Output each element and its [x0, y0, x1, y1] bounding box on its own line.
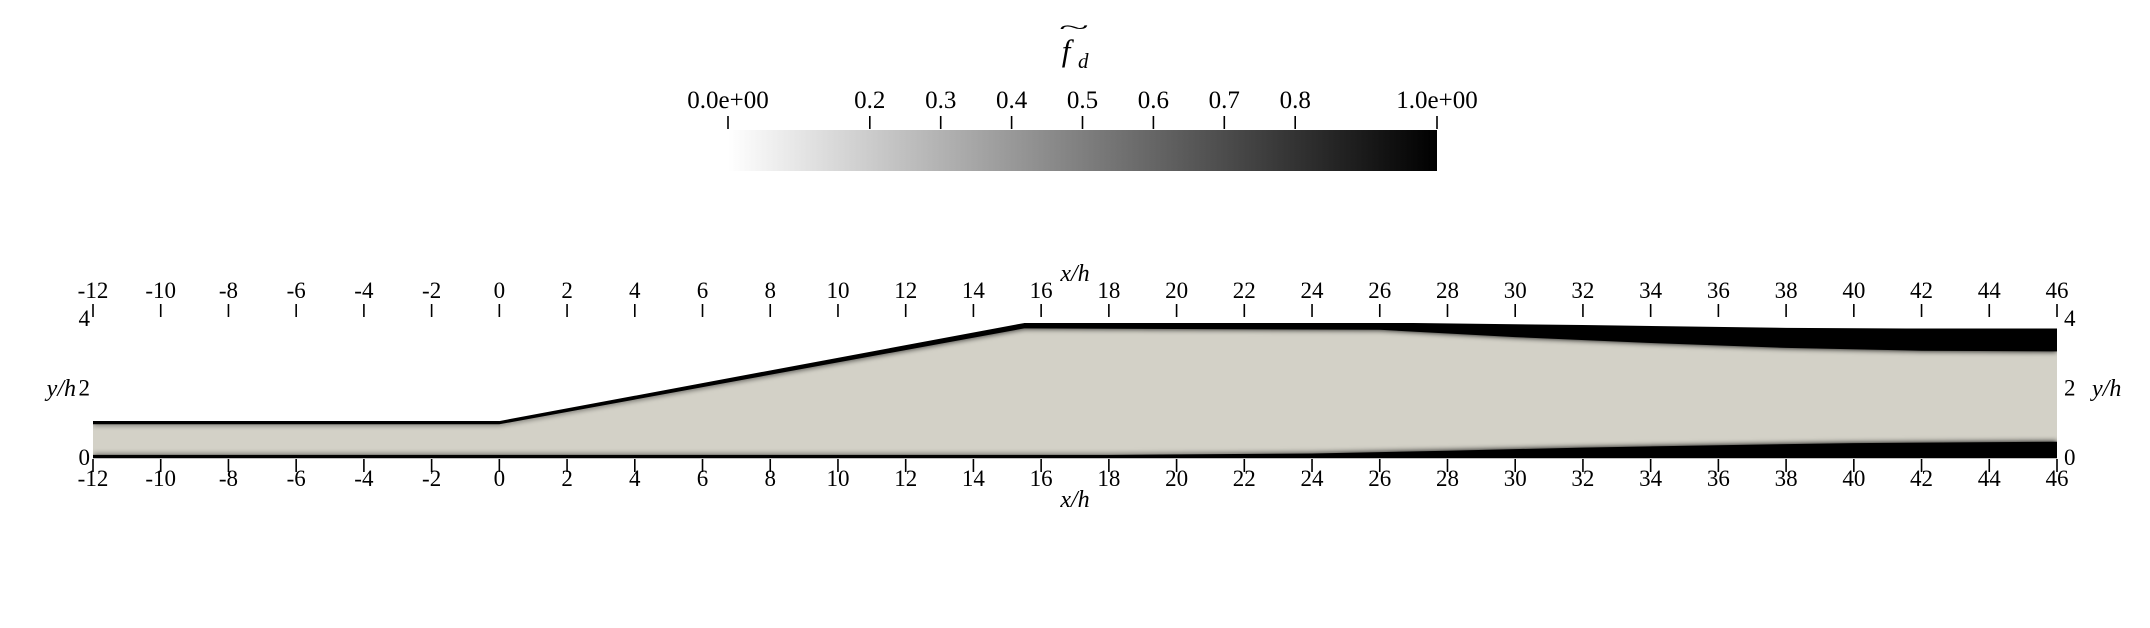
x-axis-bottom-tick-label: 0	[494, 466, 506, 491]
colorbar-tick-label: 0.7	[1209, 87, 1240, 114]
x-axis-top-tick-label: 28	[1436, 278, 1459, 303]
x-axis-top-tick-label: 12	[894, 278, 917, 303]
x-axis-top-tick-label: 4	[629, 278, 641, 303]
colorbar-tick-label: 0.8	[1280, 87, 1311, 114]
colorbar-ticks	[727, 116, 1438, 129]
x-axis-top-tick-label: 46	[2046, 278, 2069, 303]
x-axis-top-tick-label: 24	[1301, 278, 1325, 303]
x-axis-bottom-tick-label: -8	[219, 466, 238, 491]
x-axis-bottom-tick-label: -2	[422, 466, 441, 491]
x-axis-top-tick-label: 26	[1368, 278, 1391, 303]
x-axis-top-tick-label: 18	[1097, 278, 1120, 303]
x-axis-top-tick-label: 30	[1504, 278, 1527, 303]
x-axis-bottom-tick-label: 4	[629, 466, 641, 491]
y-axis-right-tick-label: 2	[2064, 376, 2076, 401]
x-axis-top-tick-label: 10	[826, 278, 849, 303]
x-axis-bottom-tick-label: 20	[1165, 466, 1188, 491]
x-axis-bottom-tick-label: 38	[1775, 466, 1798, 491]
wall-bands	[93, 324, 2057, 457]
x-axis-top-tick-label: -8	[219, 278, 238, 303]
x-axis-bottom-tick-label: 2	[561, 466, 573, 491]
x-axis-top-tick-label: 16	[1030, 278, 1053, 303]
colorbar: ~ f d 0.0e+00 0.2 0.3 0.4 0.5 0.6 0.7 0.8 1.0e+0…	[687, 15, 1478, 171]
x-axis-bottom-tick-label: 34	[1639, 466, 1663, 491]
y-axis-left-tick-label: 4	[79, 306, 91, 331]
y-axis-left-tick-label: 2	[79, 376, 91, 401]
x-axis-top-tick-label: 40	[1842, 278, 1865, 303]
x-axis-top-tick-label: 6	[697, 278, 709, 303]
colorbar-tick-label: 0.0e+00	[687, 87, 768, 114]
x-axis-bottom-tick-label: 46	[2046, 466, 2069, 491]
x-axis-top-tick-label: -2	[422, 278, 441, 303]
x-axis-bottom-tick-label: 40	[1842, 466, 1865, 491]
x-axis-top-tick-label: 14	[962, 278, 986, 303]
x-axis-top-tick-label: 8	[764, 278, 776, 303]
x-axis-bottom-tick-label: 6	[697, 466, 709, 491]
top-wall-line	[93, 323, 2057, 424]
domain-interior-field	[93, 324, 2057, 457]
x-axis-bottom-tick-label: -4	[354, 466, 374, 491]
y-axis-right-title: y/h	[2090, 376, 2121, 402]
x-axis-top-tick-label: -10	[145, 278, 176, 303]
x-axis-bottom-tick-label: 14	[962, 466, 986, 491]
x-axis-bottom-tick-label: 8	[764, 466, 776, 491]
colorbar-tick-labels: 0.0e+00 0.2 0.3 0.4 0.5 0.6 0.7 0.8 1.0e+00	[687, 87, 1477, 114]
x-axis-top-title: x/h	[1059, 261, 1089, 287]
x-axis-bottom: -12 -10 -8 -6 -4 -2 0 2 4 6 8 10 12 14 16 18 20 22 24 26 28 3…	[78, 459, 2069, 491]
colorbar-title: ~ f d	[1059, 15, 1089, 73]
x-axis-bottom-tick-label: 24	[1301, 466, 1325, 491]
x-axis-bottom-tick-label: 30	[1504, 466, 1527, 491]
x-axis-top-tick-label: 36	[1707, 278, 1730, 303]
x-axis-top-tick-label: 22	[1233, 278, 1256, 303]
x-axis-top-tick-label: -12	[78, 278, 109, 303]
y-axis-right: 4 2 0	[2064, 306, 2076, 470]
top-wall-band	[93, 324, 2057, 425]
x-axis-top-tick-label: 0	[494, 278, 506, 303]
x-axis-top-tick-label: 32	[1571, 278, 1594, 303]
x-axis-bottom-tick-label: 22	[1233, 466, 1256, 491]
x-axis-bottom-tick-label: 18	[1097, 466, 1120, 491]
x-axis-bottom-title: x/h	[1059, 487, 1089, 513]
x-axis-bottom-tick-label: 44	[1978, 466, 2002, 491]
colorbar-tick-label: 0.2	[854, 87, 885, 114]
x-axis-bottom-tick-label: 26	[1368, 466, 1391, 491]
y-axis-right-tick-label: 0	[2064, 445, 2076, 470]
x-axis-bottom-tick-label: 28	[1436, 466, 1459, 491]
y-axis-left-title: y/h	[45, 376, 76, 402]
colorbar-tick-label: 0.5	[1067, 87, 1098, 114]
colorbar-title-subscript: d	[1078, 49, 1089, 73]
x-axis-bottom-tick-label: -6	[287, 466, 306, 491]
colorbar-tick-label: 0.6	[1138, 87, 1169, 114]
y-axis-right-tick-label: 4	[2064, 306, 2076, 331]
x-axis-bottom-tick-label: 32	[1571, 466, 1594, 491]
x-axis-top-tick-label: -6	[287, 278, 306, 303]
colorbar-tick-label: 1.0e+00	[1396, 87, 1477, 114]
x-axis-top: -12 -10 -8 -6 -4 -2 0 2 4 6 8 10 12 14 16 18 20 22 24 26 28 3…	[78, 278, 2069, 317]
colorbar-gradient-bar	[728, 130, 1437, 171]
x-axis-bottom-tick-label: 12	[894, 466, 917, 491]
colorbar-tick-label: 0.4	[996, 87, 1028, 114]
contour-plot: x/h x/h y/h y/h -12 -10 -8 -6 -4 -2 0 2 4 6 8 10 12 1…	[45, 261, 2122, 513]
x-axis-bottom-tick-label: -12	[78, 466, 109, 491]
x-axis-top-tick-label: 34	[1639, 278, 1663, 303]
colorbar-title-tilde-accent: ~	[1059, 15, 1089, 39]
x-axis-bottom-tick-label: 36	[1707, 466, 1730, 491]
x-axis-bottom-tick-label: -10	[145, 466, 176, 491]
y-axis-left: 4 2 0	[79, 306, 91, 470]
x-axis-bottom-tick-label: 10	[826, 466, 849, 491]
y-axis-left-tick-label: 0	[79, 445, 91, 470]
x-axis-top-tick-label: 2	[561, 278, 573, 303]
bottom-wall-band	[93, 441, 2057, 457]
x-axis-top-tick-label: 42	[1910, 278, 1933, 303]
x-axis-top-tick-label: 38	[1775, 278, 1798, 303]
colorbar-tick-label: 0.3	[925, 87, 956, 114]
x-axis-bottom-tick-label: 42	[1910, 466, 1933, 491]
x-axis-top-tick-label: 20	[1165, 278, 1188, 303]
x-axis-bottom-tick-label: 16	[1030, 466, 1053, 491]
x-axis-top-tick-label: 44	[1978, 278, 2002, 303]
x-axis-top-tick-label: -4	[354, 278, 374, 303]
